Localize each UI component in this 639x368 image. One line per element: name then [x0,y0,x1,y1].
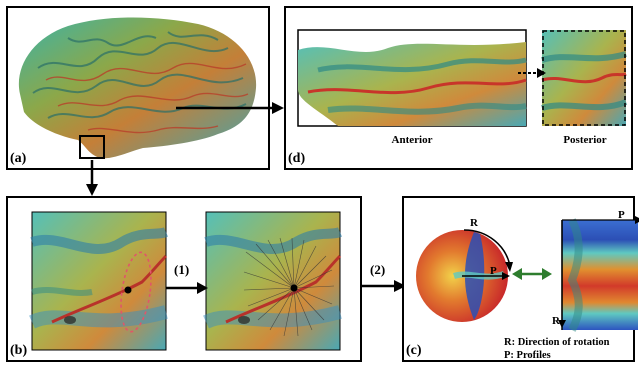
green-double-arrow [512,268,552,280]
legend-p: P: Profiles [504,350,551,361]
radial-profile-lines [243,237,335,337]
zoomed-surface-2 [203,211,343,351]
panel-d: Anterior Posterior (d) [284,6,633,170]
step-1-label: (1) [174,262,190,277]
panel-a-label: (a) [10,151,27,166]
arrow-step-1 [166,282,208,294]
posterior-caption: Posterior [563,134,607,146]
panel-a: (a) [6,6,270,170]
profile-image [561,218,638,332]
brain-surface [18,17,257,159]
profile-r-label: R [552,315,560,327]
profile-p-label: P [618,209,625,221]
zoom-roi-box [79,135,105,159]
step-2-label: (2) [370,262,386,277]
panel-b: (1) (b) [6,196,362,362]
posterior-image [541,30,628,126]
legend-r: R: Direction of rotation [504,337,610,348]
profile-axes [558,216,639,328]
panel-d-label: (d) [288,151,306,166]
arrow-anterior-to-posterior [518,68,546,78]
disc-p-label: P [490,265,497,277]
anterior-caption: Anterior [391,134,433,146]
arrow-step-2 [360,280,406,292]
zoomed-surface-1 [29,211,169,351]
dashed-oval [120,251,152,333]
panel-c: R P P R R: Direction of rotation P: Prof… [402,196,639,362]
panel-c-label: (c) [406,343,422,358]
panel-b-label: (b) [10,343,28,358]
disc-r-label: R [470,217,478,229]
anterior-image [297,29,527,127]
profile-disc [416,229,513,322]
